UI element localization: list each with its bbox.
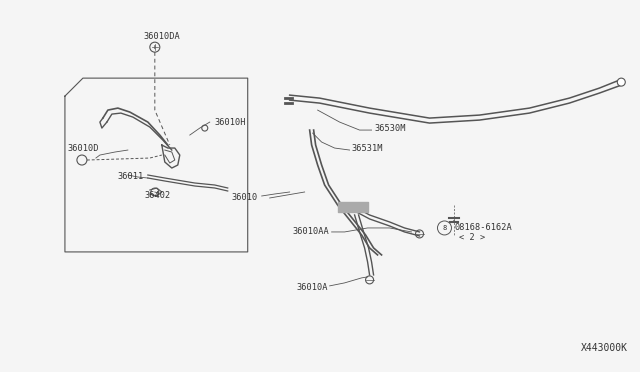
Text: 36010: 36010 <box>232 193 258 202</box>
Text: 36010H: 36010H <box>215 118 246 126</box>
Text: 36010A: 36010A <box>296 283 328 292</box>
Text: 8: 8 <box>442 225 447 231</box>
Text: 36530M: 36530M <box>374 124 406 132</box>
Text: 36010DA: 36010DA <box>143 32 180 41</box>
Text: 36010D: 36010D <box>68 144 99 153</box>
Text: 36011: 36011 <box>118 171 144 180</box>
Text: 36402: 36402 <box>145 192 171 201</box>
Text: 08168-6162A: 08168-6162A <box>454 224 512 232</box>
Text: 36010AA: 36010AA <box>293 227 330 237</box>
Text: 36531M: 36531M <box>351 144 383 153</box>
Text: < 2 >: < 2 > <box>460 234 486 243</box>
Circle shape <box>618 78 625 86</box>
Text: X443000K: X443000K <box>581 343 628 353</box>
